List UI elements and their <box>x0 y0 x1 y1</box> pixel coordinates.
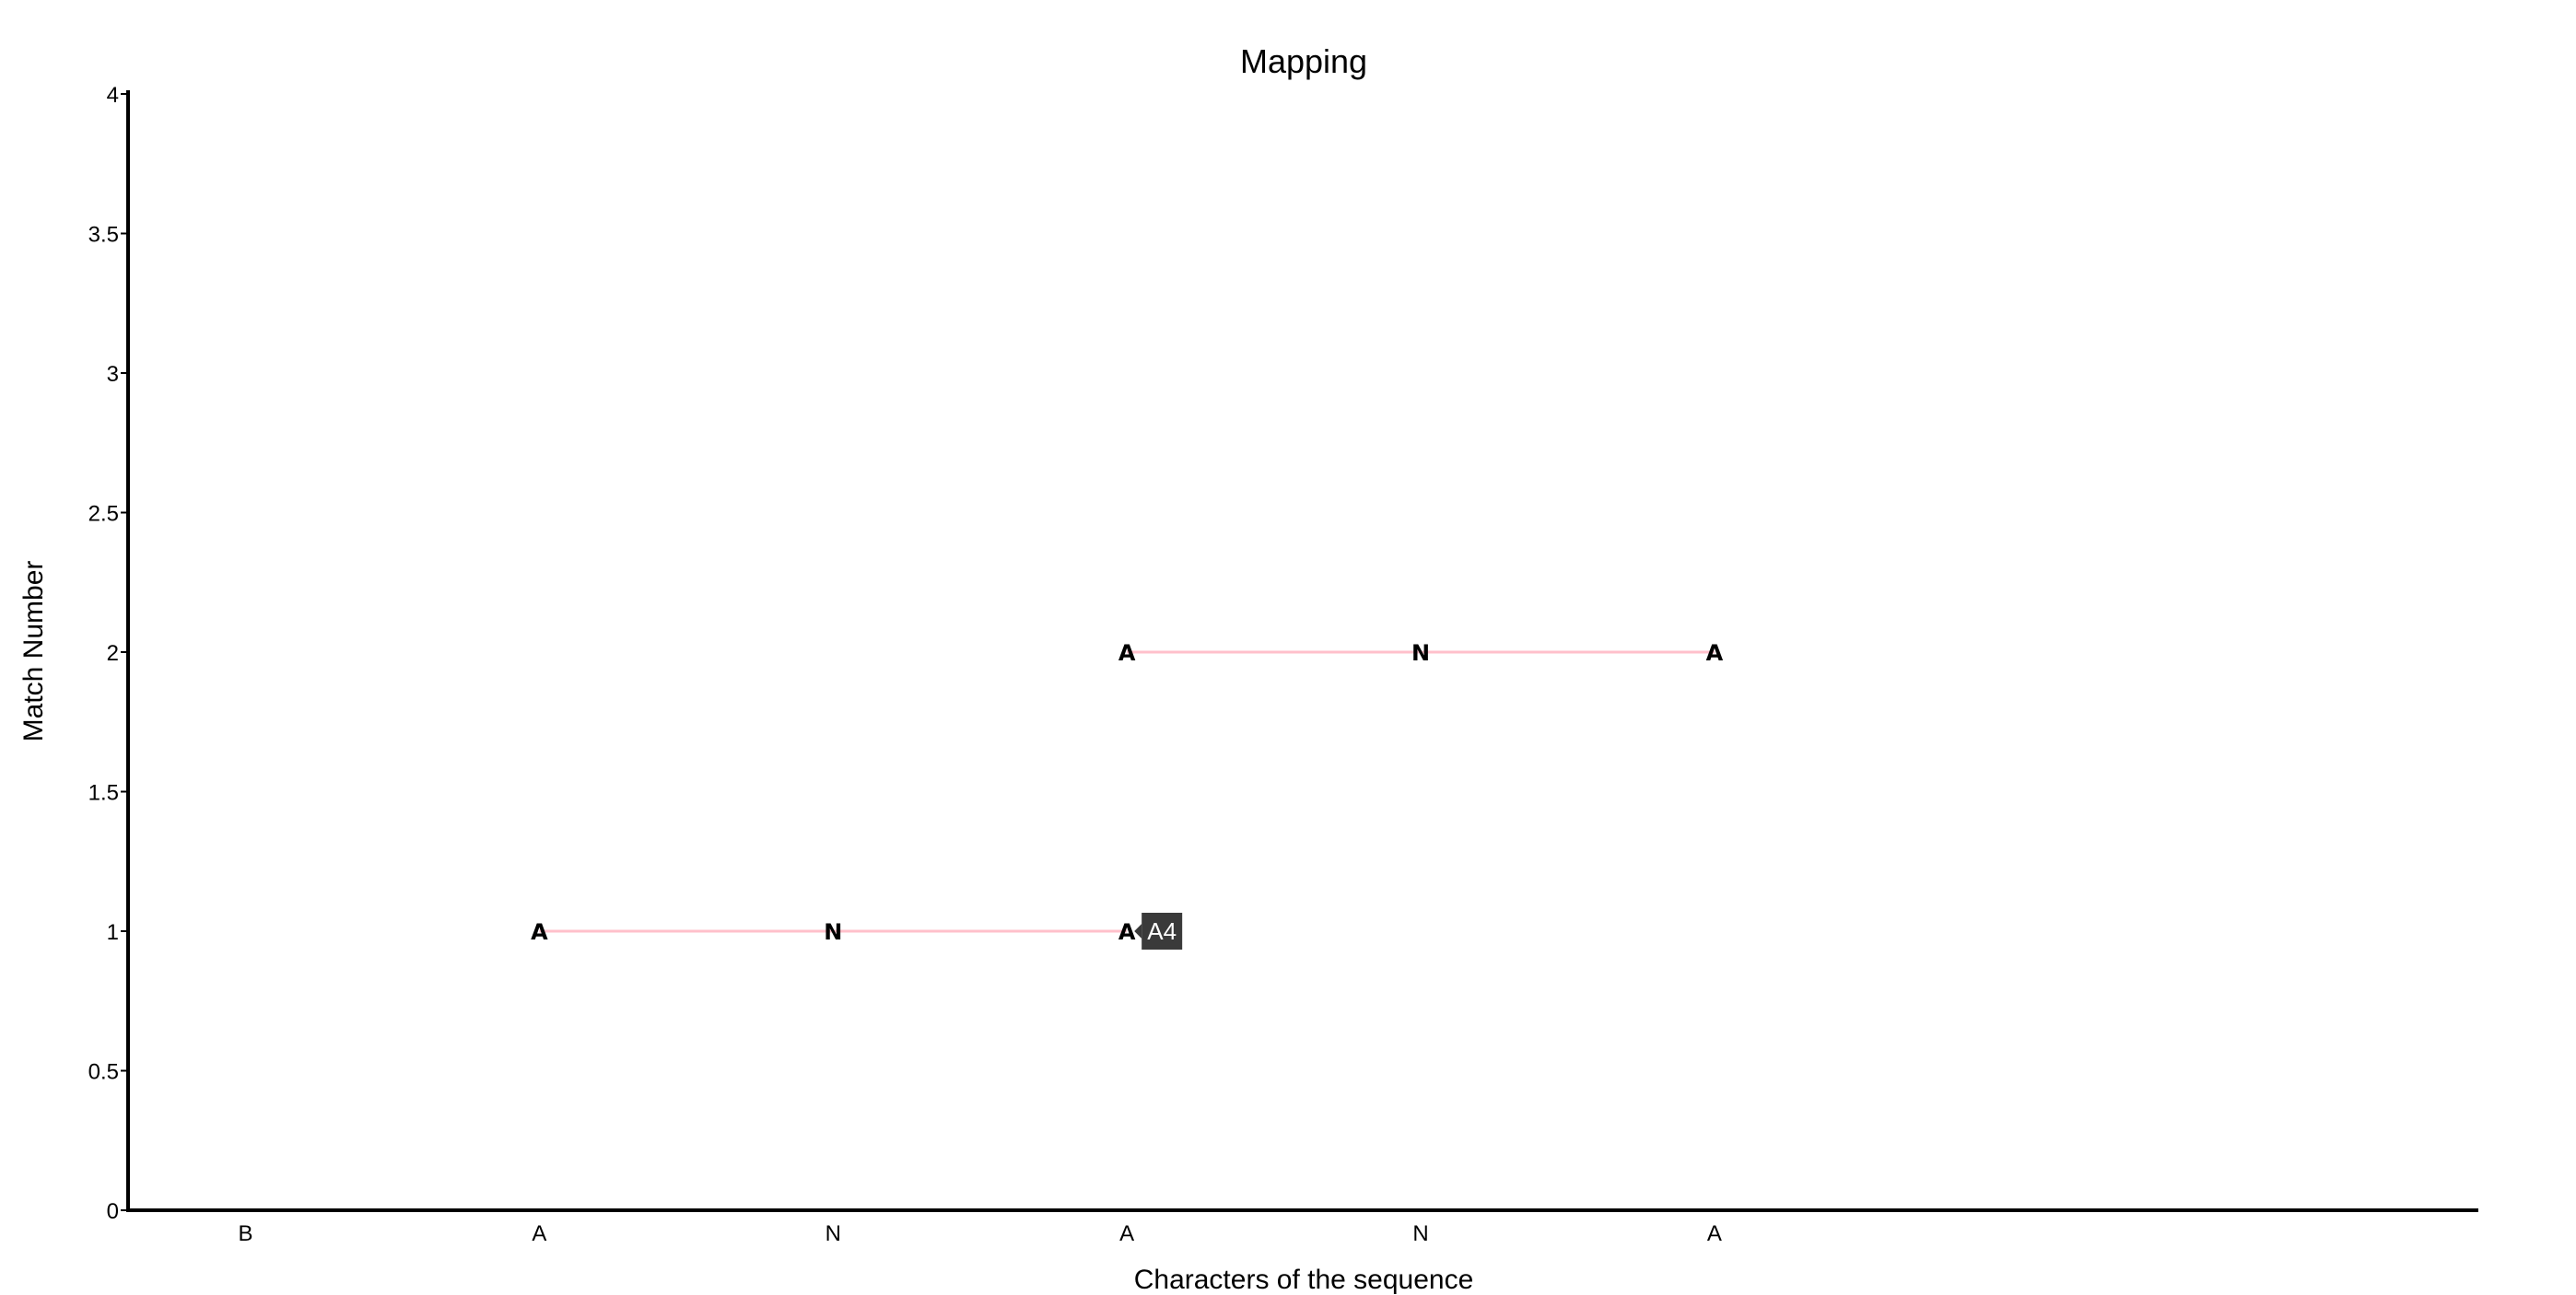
y-tick-label: 2.5 <box>88 502 119 527</box>
y-axis-label: Match Number <box>18 561 49 742</box>
hover-tooltip: A4 <box>1134 913 1183 950</box>
point-label[interactable]: A <box>1118 640 1136 666</box>
y-tick-label: 3.5 <box>88 223 119 248</box>
x-tick-label: A <box>1707 1221 1722 1246</box>
y-tick-label: 3 <box>107 362 119 387</box>
y-tick-label: 2 <box>107 641 119 666</box>
point-label[interactable]: A <box>531 919 548 945</box>
plot-area: 0 0.5 1 1.5 2 2.5 3 3.5 4 B A N A N A A N A A N A A4 <box>88 83 1724 1246</box>
x-tick-label: B <box>239 1221 253 1246</box>
chart-title: Mapping <box>1240 42 1367 80</box>
x-axis-label: Characters of the sequence <box>1134 1265 1474 1295</box>
x-tick-label: A <box>532 1221 546 1246</box>
x-tick-label: A <box>1119 1221 1134 1246</box>
y-tick-label: 4 <box>107 83 119 108</box>
point-label[interactable]: N <box>824 919 842 945</box>
tooltip-box <box>1142 913 1183 950</box>
y-tick-label: 0 <box>107 1199 119 1224</box>
point-label[interactable]: N <box>1411 640 1430 666</box>
tooltip-text: A4 <box>1147 917 1177 945</box>
y-tick-label: 0.5 <box>88 1060 119 1085</box>
tooltip-pointer <box>1134 924 1142 939</box>
y-tick-label: 1 <box>107 920 119 945</box>
x-tick-label: N <box>825 1221 841 1246</box>
y-tick-label: 1.5 <box>88 781 119 806</box>
point-label[interactable]: A <box>1706 640 1724 666</box>
point-label[interactable]: A <box>1118 919 1136 945</box>
x-tick-label: N <box>1412 1221 1428 1246</box>
